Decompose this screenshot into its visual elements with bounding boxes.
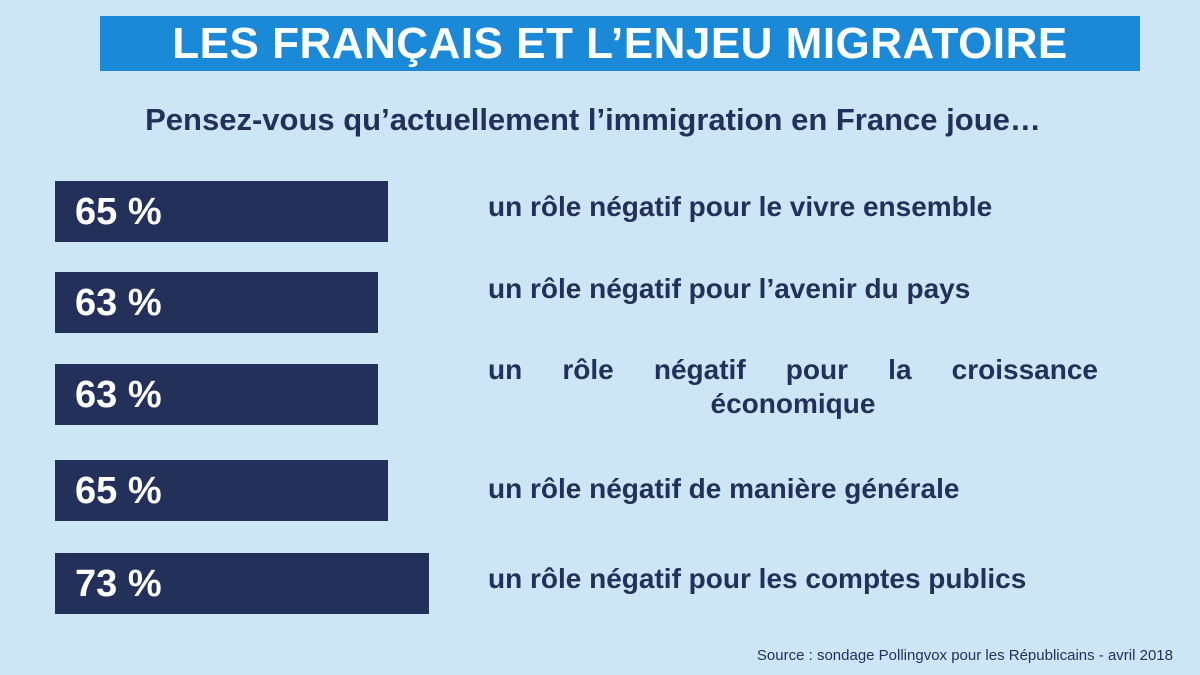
- category-label: un rôle négatif pour la croissance écono…: [488, 354, 1098, 419]
- source-note: Source : sondage Pollingvox pour les Rép…: [756, 647, 1173, 664]
- category-label: un rôle négatif pour les comptes publics: [488, 563, 1027, 594]
- bar-value-label: 65 %: [75, 190, 162, 233]
- category-label: un rôle négatif de manière générale: [488, 473, 960, 504]
- bar: 63 %: [55, 364, 378, 425]
- title-banner: LES FRANÇAIS ET L’ENJEU MIGRATOIRE: [100, 16, 1140, 71]
- bar: 65 %: [55, 460, 388, 521]
- survey-question: Pensez-vous qu’actuellement l’immigratio…: [0, 104, 1200, 135]
- bar: 65 %: [55, 181, 388, 242]
- bar: 63 %: [55, 272, 378, 333]
- bar-value-label: 63 %: [75, 373, 162, 416]
- bar: 73 %: [55, 553, 429, 614]
- chart-title: LES FRANÇAIS ET L’ENJEU MIGRATOIRE: [172, 18, 1068, 68]
- bar-value-label: 65 %: [75, 469, 162, 512]
- bar-value-label: 63 %: [75, 281, 162, 324]
- category-label: un rôle négatif pour l’avenir du pays: [488, 273, 971, 304]
- category-label: un rôle négatif pour le vivre ensemble: [488, 191, 993, 222]
- bar-value-label: 73 %: [75, 562, 162, 605]
- survey-question-text: Pensez-vous qu’actuellement l’immigratio…: [145, 102, 1041, 137]
